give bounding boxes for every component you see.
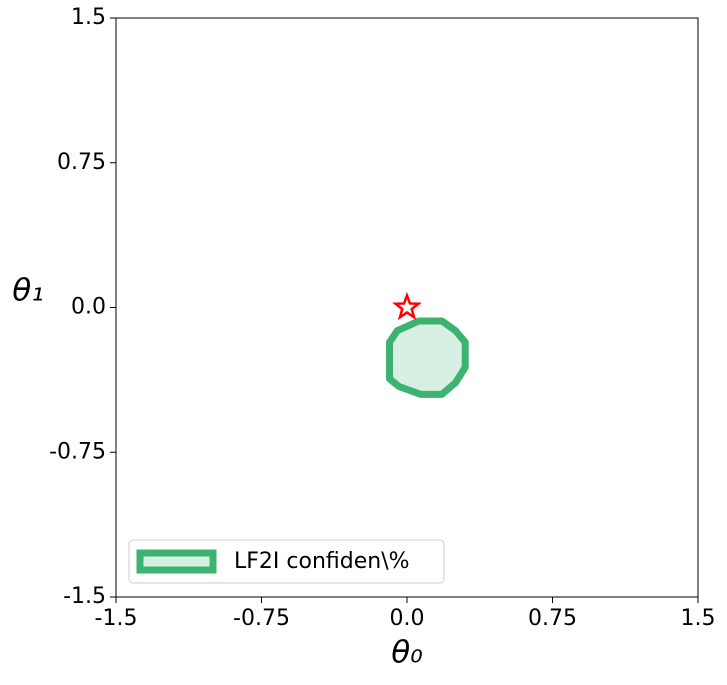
star-marker xyxy=(392,291,422,321)
x-axis-label: θ₀ xyxy=(391,635,422,671)
legend-label: LF2I confiden\% xyxy=(234,549,410,574)
y-tick-label: 0.0 xyxy=(71,295,106,320)
x-tick-label: -1.5 xyxy=(95,606,138,631)
y-tick-label: 1.5 xyxy=(71,5,106,30)
y-axis-label: θ₁ xyxy=(12,273,43,309)
x-tick-label: -0.75 xyxy=(233,606,290,631)
x-tick-label: 0.0 xyxy=(390,606,425,631)
legend-swatch xyxy=(136,549,217,574)
confidence-region xyxy=(386,317,469,398)
y-tick-label: -0.75 xyxy=(49,439,106,464)
y-tick-label: 0.75 xyxy=(57,150,106,175)
y-tick-label: -1.5 xyxy=(63,584,106,609)
x-tick-label: 1.5 xyxy=(681,606,716,631)
x-tick-label: 0.75 xyxy=(528,606,577,631)
